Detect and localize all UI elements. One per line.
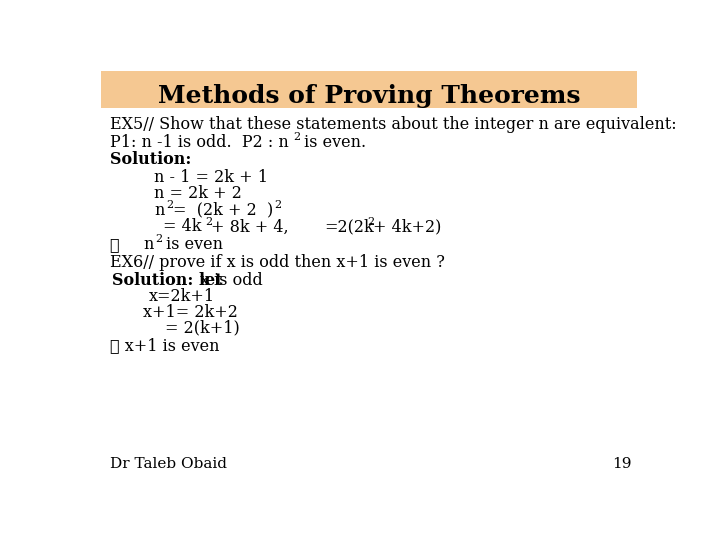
Text: ∴ x+1 is even: ∴ x+1 is even	[109, 337, 219, 354]
Text: EX5// Show that these statements about the integer n are equivalent:: EX5// Show that these statements about t…	[109, 116, 676, 133]
FancyBboxPatch shape	[101, 71, 637, 109]
Text: = 4k: = 4k	[163, 219, 201, 235]
Text: 2: 2	[274, 200, 282, 211]
Text: x is odd: x is odd	[200, 272, 264, 289]
Text: Methods of Proving Theorems: Methods of Proving Theorems	[158, 84, 580, 109]
Text: 2: 2	[293, 132, 300, 142]
Text: is even: is even	[161, 236, 223, 253]
Text: =2(2k: =2(2k	[324, 219, 374, 235]
Text: n: n	[154, 202, 165, 219]
Text: 2: 2	[367, 217, 374, 227]
Text: Dr Taleb Obaid: Dr Taleb Obaid	[109, 457, 227, 471]
Text: n: n	[143, 236, 153, 253]
Text: EX6// prove if x is odd then x+1 is even ?: EX6// prove if x is odd then x+1 is even…	[109, 254, 444, 271]
Text: 2: 2	[166, 200, 174, 211]
Text: P1: n -1 is odd.  P2 : n: P1: n -1 is odd. P2 : n	[109, 133, 288, 151]
Text: x=2k+1: x=2k+1	[148, 288, 215, 305]
Text: 2: 2	[156, 234, 163, 245]
Text: ∴: ∴	[109, 236, 119, 253]
Text: is even.: is even.	[300, 133, 366, 151]
Text: 2: 2	[205, 217, 212, 227]
Text: 19: 19	[612, 457, 631, 471]
Text: Solution: let: Solution: let	[112, 272, 222, 289]
Text: = 2(k+1): = 2(k+1)	[166, 320, 240, 336]
Text: + 4k+2): + 4k+2)	[373, 219, 441, 235]
Text: + 8k + 4,: + 8k + 4,	[211, 219, 289, 235]
Text: Solution:: Solution:	[109, 151, 191, 168]
Text: n - 1 = 2k + 1: n - 1 = 2k + 1	[154, 170, 268, 186]
Text: =  (2k + 2  ): = (2k + 2 )	[173, 202, 274, 219]
Text: x+1= 2k+2: x+1= 2k+2	[143, 303, 238, 321]
Text: n = 2k + 2: n = 2k + 2	[154, 185, 242, 202]
